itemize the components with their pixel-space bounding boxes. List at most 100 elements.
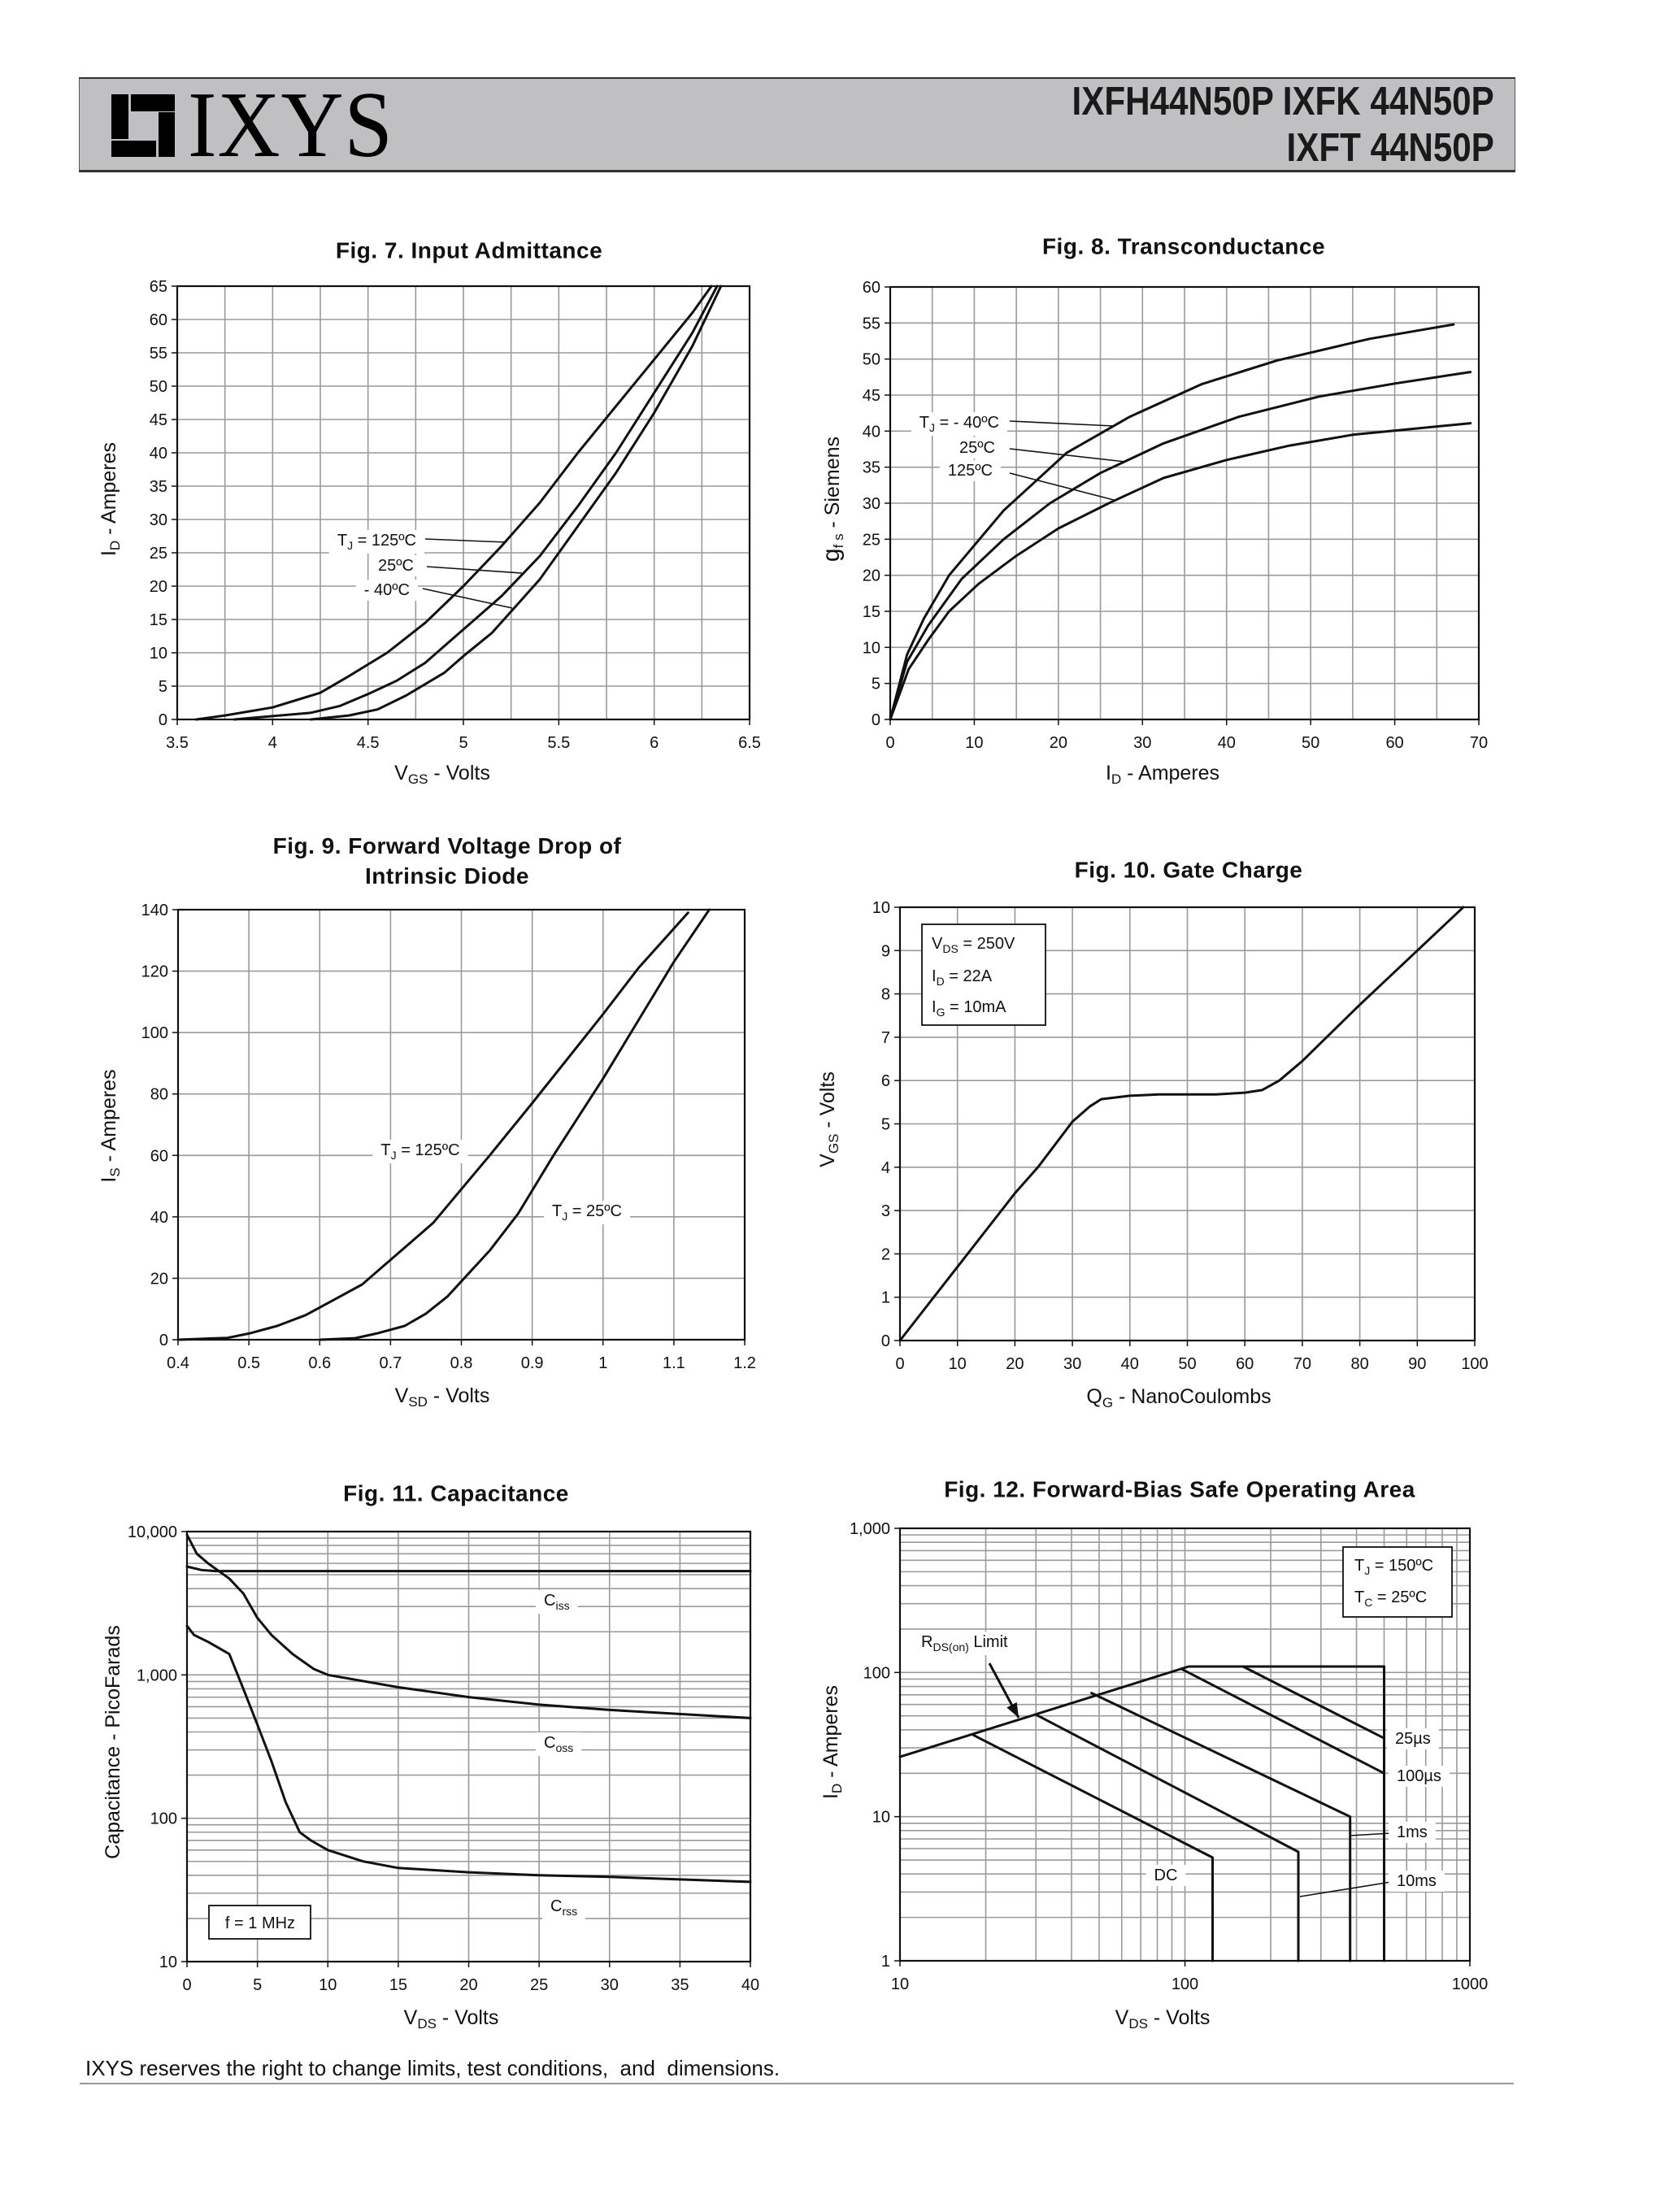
annotation-text: DC xyxy=(1154,1867,1178,1884)
x-tick-label: 60 xyxy=(1236,1355,1254,1373)
series-line xyxy=(889,323,1455,721)
logo-block xyxy=(111,94,128,139)
fig10-x-axis-label: QG - NanoCoulombs xyxy=(1086,1385,1271,1411)
annotation: 10ms xyxy=(1389,1871,1445,1892)
x-tick-label: 20 xyxy=(1050,734,1067,752)
annotation-text: TC = 25ºC xyxy=(1354,1588,1427,1609)
x-tick-label: 60 xyxy=(1385,734,1403,752)
x-tick-label: 0 xyxy=(182,1976,191,1994)
label-main: V xyxy=(816,1154,839,1167)
x-tick-label: 40 xyxy=(1218,734,1236,752)
fig9-y-axis-label: IS - Amperes xyxy=(98,1069,124,1182)
annotation-text: TJ = 150ºC xyxy=(1354,1557,1433,1577)
x-tick-label: 5 xyxy=(459,734,467,752)
gridlines xyxy=(176,285,750,720)
fig9-title: Fig. 9. Forward Voltage Drop of Intrinsi… xyxy=(272,833,622,889)
y-tick-label: 10 xyxy=(150,645,167,663)
annotation-background xyxy=(913,1632,1017,1655)
y-tick-label: 0 xyxy=(159,711,167,729)
y-tick-label: 80 xyxy=(150,1086,168,1104)
annotation-sub: J xyxy=(1364,1564,1370,1577)
fig8-x-axis-label: ID - Amperes xyxy=(1106,762,1219,788)
fig10-y-axis-label: VGS - Volts xyxy=(816,1071,842,1167)
x-tick-label: 6.5 xyxy=(738,734,761,752)
annotation-text: Coss xyxy=(544,1734,573,1754)
annotation: 1ms xyxy=(1389,1822,1436,1843)
x-tick-label: 6 xyxy=(650,734,659,752)
y-tick-label: 15 xyxy=(150,611,167,629)
label-rest: - Siemens xyxy=(821,436,844,534)
series-line xyxy=(309,285,723,721)
y-tick-label: 35 xyxy=(150,478,167,496)
series-line xyxy=(233,285,719,721)
annotation-main: 100µs xyxy=(1397,1767,1441,1785)
y-tick-label: 20 xyxy=(863,567,880,585)
label-sub: SD xyxy=(408,1394,428,1410)
label-rest: - NanoCoulombs xyxy=(1113,1385,1272,1408)
annotation-leader xyxy=(426,566,523,574)
annotation-text: f = 1 MHz xyxy=(225,1914,295,1932)
annotation-text: 25µs xyxy=(1395,1730,1431,1748)
annotation-main: T xyxy=(1354,1557,1364,1575)
fig7-title: Fig. 7. Input Admittance xyxy=(335,237,603,263)
header-banner xyxy=(79,77,1515,172)
y-tick-label: 60 xyxy=(150,1147,168,1165)
label-sub: D xyxy=(1111,771,1122,787)
logo-block xyxy=(131,94,175,111)
fig10-title: Fig. 10. Gate Charge xyxy=(1074,857,1303,883)
annotation-background xyxy=(536,1590,578,1614)
y-tick-label: 45 xyxy=(863,387,880,405)
series-line xyxy=(185,1624,752,1884)
annotation: Ciss xyxy=(536,1590,578,1614)
annotation-main: 1ms xyxy=(1397,1823,1428,1841)
annotation-main: T xyxy=(552,1202,562,1220)
label-rest: - Volts xyxy=(428,762,490,784)
annotation-sub: oss xyxy=(555,1741,573,1754)
annotation-text: 25ºC xyxy=(959,439,995,457)
y-tick-label: 20 xyxy=(150,578,167,596)
series-line xyxy=(195,285,713,721)
fig7-x-axis-label: VGS - Volts xyxy=(394,762,490,788)
y-tick-label: 25 xyxy=(150,545,167,563)
annotation-sub: iss xyxy=(555,1599,569,1612)
x-tick-label: 3.5 xyxy=(166,734,189,752)
y-tick-label: 4 xyxy=(881,1159,890,1177)
fig11-y-axis-label: Capacitance - PicoFarads xyxy=(102,1625,128,1859)
annotation-leader xyxy=(1009,420,1115,427)
label-main: I xyxy=(98,550,120,557)
annotation-leader xyxy=(422,588,513,609)
arrowhead-icon xyxy=(1006,1701,1019,1718)
x-tick-label: 70 xyxy=(1293,1355,1311,1373)
fig12-x-axis-label: VDS - Volts xyxy=(1115,2006,1211,2032)
annotation-text: RDS(on) Limit xyxy=(921,1633,1008,1654)
y-tick-label: 9 xyxy=(881,942,890,960)
condition-box xyxy=(1342,1546,1453,1618)
series-line xyxy=(1034,1713,1300,1962)
label-rest: - Volts xyxy=(427,1384,490,1407)
label-main: V xyxy=(394,762,408,784)
series-line xyxy=(185,1533,752,1719)
x-tick-label: 0.7 xyxy=(379,1354,402,1372)
y-tick-label: 5 xyxy=(881,1116,890,1134)
annotation-background xyxy=(372,1140,468,1163)
annotation-main: C xyxy=(544,1734,555,1752)
annotation-text: 25ºC xyxy=(378,557,414,575)
x-tick-label: 1.1 xyxy=(663,1354,685,1372)
chart-fig8: 0 10 20 30 40 50 60 70 0 5 10 15 20 25 30 35 40 45 50 55 60 T… xyxy=(863,279,1488,752)
fig12-title: Fig. 12. Forward-Bias Safe Operating Are… xyxy=(944,1476,1415,1502)
annotation-main: I xyxy=(932,998,937,1016)
label-rest: - Volts xyxy=(1147,2006,1211,2029)
annotation: TC = 25ºC xyxy=(1354,1588,1427,1609)
annotation-text: TJ = 125ºC xyxy=(380,1141,459,1162)
label-sub: f s xyxy=(831,533,846,549)
y-tick-label: 30 xyxy=(863,495,880,513)
x-tick-label: 0 xyxy=(885,734,894,752)
y-tick-label: 7 xyxy=(881,1029,890,1047)
annotation-sub: DS(on) xyxy=(932,1641,968,1654)
label-main: I xyxy=(98,1176,120,1183)
annotation-text: ID = 22A xyxy=(932,967,993,988)
y-tick-label: 2 xyxy=(881,1245,890,1263)
x-tick-label: 1 xyxy=(598,1354,607,1372)
